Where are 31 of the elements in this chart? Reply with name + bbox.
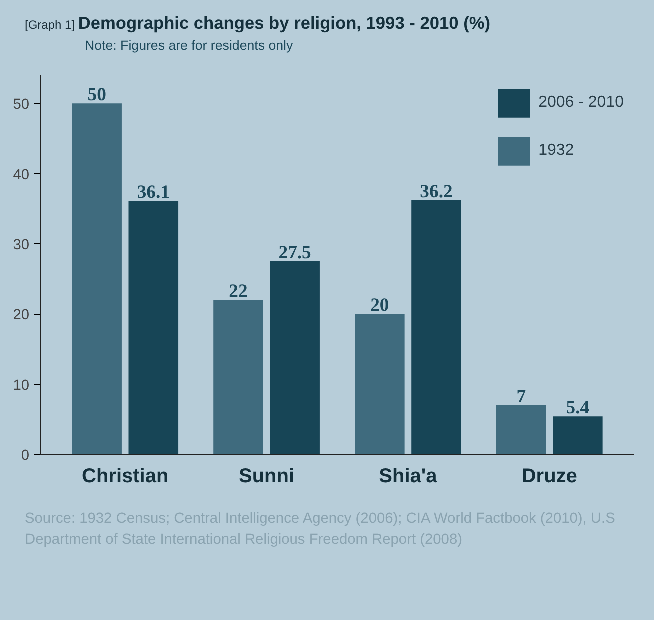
bar [553, 416, 603, 454]
bar [412, 200, 462, 454]
x-tick-label: Shia'a [379, 466, 438, 488]
data-label: 5.4 [566, 398, 590, 419]
data-label: 36.2 [420, 181, 453, 202]
y-tick-label: 20 [13, 308, 30, 324]
x-tick-label: Sunni [239, 466, 295, 488]
y-tick-label: 50 [13, 97, 30, 114]
y-tick-label: 0 [21, 448, 30, 464]
chart-subtitle: Note: Figures are for residents only [84, 38, 294, 53]
bar [72, 104, 122, 454]
legend-label: 1932 [538, 142, 574, 160]
bar [270, 261, 320, 454]
data-label: 7 [516, 386, 526, 408]
bar [355, 314, 405, 454]
y-tick-label: 10 [13, 378, 30, 394]
x-tick-label: Druze [522, 466, 578, 488]
data-label: 22 [229, 281, 248, 302]
y-tick-label: 30 [13, 237, 30, 254]
data-label: 27.5 [278, 242, 312, 264]
text: [Graph 1] [25, 18, 76, 32]
data-label: 50 [88, 84, 106, 106]
legend-label: 2006 - 2010 [538, 94, 624, 112]
bar [128, 201, 179, 454]
x-tick-label: Christian [82, 466, 169, 488]
data-label: 20 [370, 295, 390, 316]
bar [214, 300, 264, 454]
chart-title: Demographic changes by religion, 1993 - 2010 (%) [78, 13, 491, 33]
bar [496, 405, 546, 454]
data-label: 36.1 [137, 182, 170, 204]
y-tick-label: 40 [13, 167, 30, 184]
